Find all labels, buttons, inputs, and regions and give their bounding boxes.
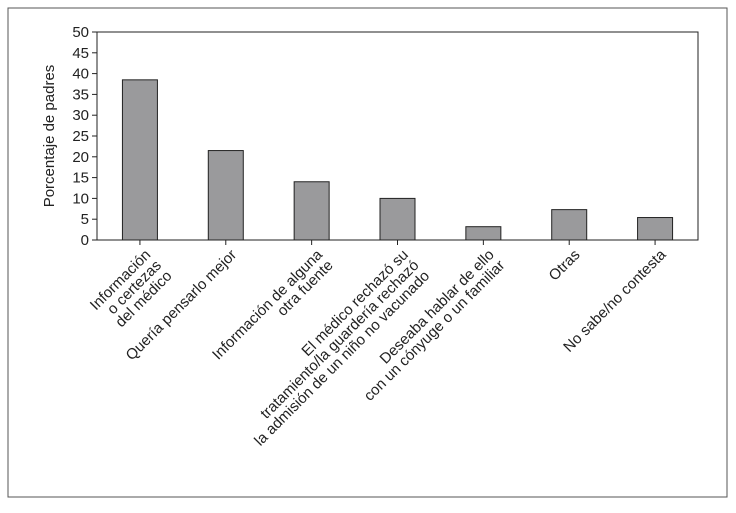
x-tick-label: Otras [546, 246, 584, 284]
y-tick-label: 20 [72, 149, 89, 166]
y-tick-label: 50 [72, 24, 89, 41]
frame [7, 7, 728, 498]
y-tick-label: 15 [72, 170, 89, 187]
y-tick-label: 40 [72, 66, 89, 83]
bar [551, 209, 588, 241]
y-tick-label: 45 [72, 45, 89, 62]
y-tick-label: 5 [81, 211, 89, 228]
x-tick-label-line: Otras [546, 246, 584, 284]
y-tick-label: 25 [72, 128, 89, 145]
y-tick-label: 35 [72, 86, 89, 103]
bar [379, 197, 416, 241]
bar [293, 181, 330, 241]
bar [207, 150, 244, 241]
bar [121, 79, 158, 241]
y-tick-label: 10 [72, 190, 89, 207]
y-tick-label: 30 [72, 107, 89, 124]
bar [637, 217, 674, 241]
bar [465, 226, 502, 241]
y-tick-label: 0 [81, 232, 89, 249]
y-axis-label: Porcentaje de padres [41, 65, 58, 208]
